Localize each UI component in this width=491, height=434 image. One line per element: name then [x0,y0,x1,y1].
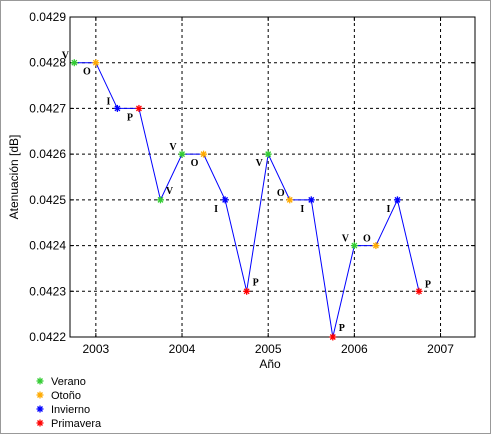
x-tick-label: 2007 [427,342,454,356]
y-tick-label: 0.0428 [29,56,66,70]
data-point-marker [393,196,401,204]
data-point-label: O [277,188,285,199]
x-tick-label: 2006 [341,342,368,356]
data-point-marker [243,287,251,295]
legend-label-invierno: Invierno [51,404,90,416]
data-point-marker [221,196,229,204]
y-tick-label: 0.0423 [29,284,66,298]
data-point-label: P [127,112,133,123]
data-point-label: V [256,158,264,169]
data-point-label: I [386,204,390,215]
data-point-label: V [166,186,174,197]
x-tick-label: 2003 [82,342,109,356]
y-tick-label: 0.0425 [29,193,66,207]
legend-label-primavera: Primavera [51,418,102,430]
y-tick-label: 0.0426 [29,147,66,161]
data-point-label: O [191,158,199,169]
x-tick-label: 2004 [169,342,196,356]
data-point-marker [329,333,337,341]
data-point-marker [286,196,294,204]
data-point-marker [135,104,143,112]
plot-area [69,16,476,338]
y-tick-label: 0.0427 [29,101,66,115]
data-markers [70,59,423,341]
x-tick-labels: 2003 2004 2005 2006 2007 [82,342,454,356]
x-tick-label: 2005 [255,342,282,356]
x-axis-title: Año [259,357,281,371]
y-tick-labels: 0.0422 0.0423 0.0424 0.0425 0.0426 0.0427 0.04… [29,10,66,344]
y-tick-label: 0.0429 [29,10,66,24]
data-point-label: I [106,96,110,107]
data-point-label: I [300,204,304,215]
legend: Verano Otoño Invierno Primavera [36,376,102,430]
y-tick-label: 0.0422 [29,330,66,344]
legend-marker-verano [36,377,44,385]
data-point-marker [264,150,272,158]
data-point-marker [92,59,100,67]
legend-label-verano: Verano [51,376,86,388]
data-point-label: V [342,234,350,245]
data-point-marker [178,150,186,158]
y-tick-label: 0.0424 [29,239,66,253]
legend-marker-otono [36,391,44,399]
data-point-label: I [214,204,218,215]
data-point-label: O [83,67,91,78]
data-point-marker [307,196,315,204]
y-axis-title: Atenuación [dB] [7,135,21,220]
data-point-label: P [253,277,259,288]
legend-marker-primavera [36,419,44,427]
data-point-marker [415,287,423,295]
data-point-marker [200,150,208,158]
legend-marker-invierno [36,405,44,413]
data-point-label: V [169,142,177,153]
data-point-label: P [425,279,431,290]
legend-label-otono: Otoño [51,390,81,402]
data-point-marker [113,104,121,112]
data-point-label: P [339,323,345,334]
data-point-marker [372,242,380,250]
data-point-label: V [62,51,70,62]
grid-lines [70,17,475,337]
data-point-marker [70,59,78,67]
data-point-labels: V O I P V V O I P V O I P V O I P [62,51,431,334]
data-point-marker [156,196,164,204]
data-point-marker [350,242,358,250]
data-point-label: O [363,234,371,245]
